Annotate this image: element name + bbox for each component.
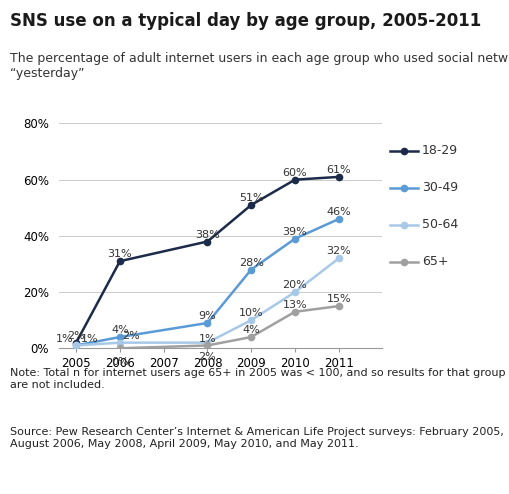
Text: 10%: 10% xyxy=(238,308,263,318)
Text: 30-49: 30-49 xyxy=(421,181,457,194)
Text: 20%: 20% xyxy=(282,280,307,290)
Text: The percentage of adult internet users in each age group who used social network: The percentage of adult internet users i… xyxy=(10,52,509,80)
Text: Note: Total n for internet users age 65+ in 2005 was < 100, and so results for t: Note: Total n for internet users age 65+… xyxy=(10,368,505,390)
Text: 39%: 39% xyxy=(282,227,307,237)
Text: 2%: 2% xyxy=(67,330,85,341)
Text: 15%: 15% xyxy=(326,294,350,304)
Text: 18-29: 18-29 xyxy=(421,144,457,157)
Text: 1%: 1% xyxy=(56,333,74,343)
Text: 31%: 31% xyxy=(107,249,132,259)
Text: 9%: 9% xyxy=(198,311,216,321)
Text: 65+: 65+ xyxy=(421,255,447,268)
Text: 50-64: 50-64 xyxy=(421,218,457,231)
Text: 28%: 28% xyxy=(238,258,263,268)
Text: Source: Pew Research Center’s Internet & American Life Project surveys: February: Source: Pew Research Center’s Internet &… xyxy=(10,427,503,449)
Text: 60%: 60% xyxy=(282,168,307,178)
Text: 0%: 0% xyxy=(111,357,128,367)
Text: SNS use on a typical day by age group, 2005-2011: SNS use on a typical day by age group, 2… xyxy=(10,12,480,30)
Text: 61%: 61% xyxy=(326,165,350,175)
Text: 51%: 51% xyxy=(238,193,263,203)
Text: 32%: 32% xyxy=(326,247,350,256)
Text: 1%: 1% xyxy=(81,333,99,343)
Text: 46%: 46% xyxy=(326,207,350,217)
Text: 2%: 2% xyxy=(122,330,139,341)
Text: 13%: 13% xyxy=(282,300,307,310)
Text: 38%: 38% xyxy=(194,230,219,240)
Text: 1%: 1% xyxy=(198,333,216,343)
Text: 2%: 2% xyxy=(198,352,216,362)
Text: 4%: 4% xyxy=(242,325,260,335)
Text: 4%: 4% xyxy=(111,325,129,335)
